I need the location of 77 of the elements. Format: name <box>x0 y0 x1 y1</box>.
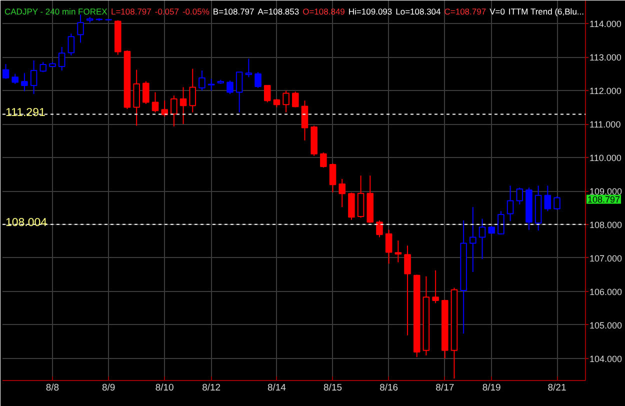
candlestick <box>133 69 140 126</box>
annotation: C=108.797 <box>444 6 486 16</box>
candlestick <box>292 91 299 108</box>
candlestick <box>30 60 38 94</box>
candlestick <box>2 64 10 80</box>
annotation: L=108.797 <box>110 6 152 16</box>
x-tick-label: 8/16 <box>380 382 398 394</box>
candlestick <box>432 270 439 304</box>
ref-line-label: 111.291 <box>6 106 46 119</box>
candlestick <box>394 240 402 263</box>
annotation: Hi=109.093 <box>348 6 392 16</box>
candlestick <box>21 72 28 92</box>
candlestick <box>404 245 411 336</box>
y-tick-label: 113.000 <box>590 52 622 63</box>
candlestick <box>357 175 364 218</box>
candlestick <box>180 86 187 125</box>
candlestick <box>198 70 206 92</box>
annotation: A=108.853 <box>258 6 300 16</box>
x-tick-label: 8/9 <box>102 382 116 394</box>
candlestick <box>12 73 19 84</box>
candlestick <box>320 152 327 168</box>
x-tick-label: 8/15 <box>324 382 342 394</box>
candlestick <box>161 100 168 118</box>
candlestick <box>226 80 234 94</box>
ref-line-label: 108.004 <box>6 216 48 229</box>
candlestick <box>506 185 514 222</box>
y-tick-label: 105.000 <box>590 320 622 330</box>
candlestick <box>544 185 552 212</box>
annotation: ITTM Trend (6,Blu... <box>508 6 584 16</box>
candlestick <box>189 68 196 113</box>
candlestick <box>254 72 262 88</box>
candlestick <box>376 220 383 238</box>
candlestick <box>77 14 84 44</box>
annotation: O=108.849 <box>302 6 346 16</box>
candlestick <box>208 78 215 92</box>
y-tick-label: 106.000 <box>590 286 622 297</box>
candlestick <box>301 100 308 141</box>
x-tick-label: 8/8 <box>46 382 60 394</box>
candlestick <box>236 72 243 113</box>
candlestick <box>385 229 392 264</box>
candlestick <box>40 62 47 73</box>
text: CADJPY - 240 min FOREX <box>4 6 108 16</box>
x-tick-label: 8/12 <box>202 382 221 394</box>
y-tick-label: 109.000 <box>590 186 622 196</box>
candlestick <box>142 80 150 104</box>
annotation: -0.057 <box>154 6 180 16</box>
candlestick <box>245 58 252 78</box>
candlestick <box>58 46 66 71</box>
y-tick-label: 104.000 <box>590 354 622 364</box>
y-tick-label: 110.000 <box>590 153 622 164</box>
candlestick <box>470 206 476 273</box>
candlestick <box>68 33 75 56</box>
y-tick-label: 111.000 <box>590 120 621 130</box>
x-tick-label: 8/10 <box>155 382 174 394</box>
candlestick <box>516 187 524 205</box>
candlestick <box>348 192 355 220</box>
annotation: V=0 <box>490 6 506 16</box>
candlestick <box>478 218 486 260</box>
x-tick-label: 8/17 <box>436 382 454 394</box>
candlestick <box>338 178 346 208</box>
text: 108.797 <box>588 194 620 205</box>
annotation: B=108.797 <box>212 6 255 16</box>
x-tick-label: 8/21 <box>548 382 566 394</box>
candlestick <box>152 92 159 113</box>
x-tick-label: 8/19 <box>482 382 501 394</box>
candlestick <box>264 85 271 103</box>
candlestick <box>329 163 336 193</box>
annotation: Lo=108.304 <box>396 6 442 16</box>
x-tick-label: 8/14 <box>267 382 286 394</box>
y-tick-label: 114.000 <box>590 19 622 30</box>
y-tick-label: 107.000 <box>590 253 622 264</box>
annotation: -0.05% <box>182 6 210 16</box>
candlestick <box>282 90 290 113</box>
y-tick-label: 108.000 <box>590 220 622 230</box>
candlestick <box>170 95 178 127</box>
candlestick <box>554 196 560 210</box>
y-tick-label: 112.000 <box>590 86 622 96</box>
